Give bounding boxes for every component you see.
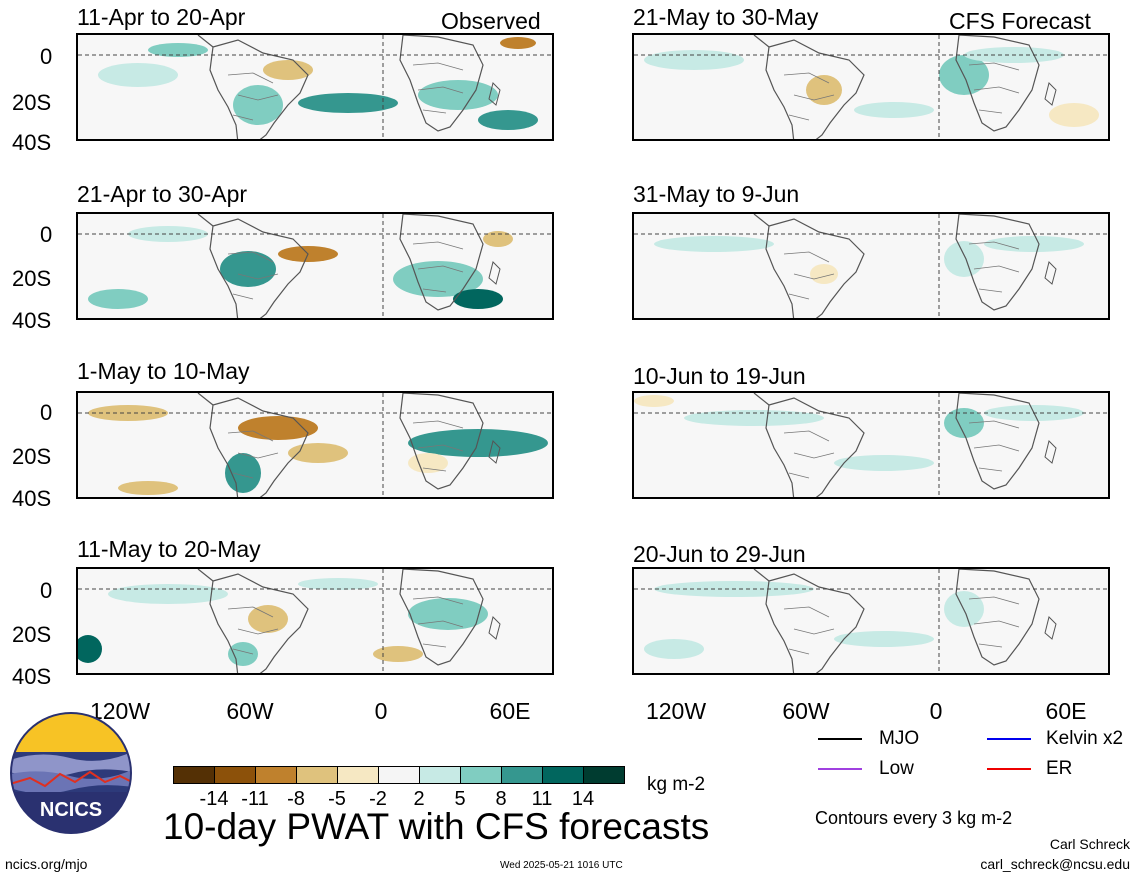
- y-tick-20s-row3: 20S: [12, 444, 52, 469]
- author-name: Carl Schreck: [1049, 836, 1130, 852]
- colorbar-swatch: [214, 766, 256, 784]
- colorbar-swatch: [460, 766, 502, 784]
- colorbar-label: -14: [199, 788, 229, 810]
- x-tick-120w-left: 120W: [89, 698, 151, 724]
- colorbar-label: -5: [328, 788, 346, 810]
- observed-panel-1-title: 11-Apr to 20-Apr: [77, 4, 246, 30]
- observed-map-4: [76, 567, 554, 675]
- colorbar-swatch: [173, 766, 215, 784]
- x-tick-0-right: 0: [929, 698, 943, 724]
- observed-map-1: [76, 33, 554, 141]
- observed-label: Observed: [441, 8, 541, 34]
- colorbar-swatch: [296, 766, 338, 784]
- forecast-map-3: [632, 391, 1110, 499]
- colorbar-label: -2: [369, 788, 387, 810]
- colorbar-swatch: [501, 766, 543, 784]
- colorbar-units: kg m-2: [647, 774, 706, 795]
- timestamp: Wed 2025-05-21 1016 UTC: [500, 860, 623, 871]
- x-tick-120w-right: 120W: [645, 698, 707, 724]
- y-tick-20s-row2: 20S: [12, 266, 52, 291]
- forecast-map-4: [632, 567, 1110, 675]
- y-tick-40s-row1: 40S: [12, 130, 52, 155]
- er-legend-label: ER: [1046, 758, 1073, 779]
- x-tick-60w-left: 60W: [226, 698, 274, 724]
- colorbar-swatch: [583, 766, 625, 784]
- low-legend-line: [818, 768, 862, 770]
- colorbar-label: 8: [495, 788, 507, 810]
- colorbar-label: -8: [287, 788, 305, 810]
- forecast-panel-2-title: 31-May to 9-Jun: [633, 181, 800, 207]
- forecast-label: CFS Forecast: [949, 8, 1091, 34]
- y-tick-40s-row3: 40S: [12, 486, 52, 511]
- colorbar-swatch: [337, 766, 379, 784]
- y-tick-0-row2: 0: [40, 222, 53, 247]
- kelvin-legend-label: Kelvin x2: [1046, 728, 1124, 749]
- author-email: carl_schreck@ncsu.edu: [980, 856, 1130, 872]
- y-tick-0-row4: 0: [40, 578, 53, 603]
- y-tick-20s-row4: 20S: [12, 622, 52, 647]
- forecast-panel-3-title: 10-Jun to 19-Jun: [633, 363, 806, 389]
- site-url: ncics.org/mjo: [5, 856, 88, 872]
- y-tick-40s-row4: 40S: [12, 664, 52, 689]
- contours-note: Contours every 3 kg m-2: [815, 808, 1013, 828]
- ncics-logo: NCICS: [10, 712, 132, 834]
- observed-panel-2-title: 21-Apr to 30-Apr: [77, 181, 248, 207]
- colorbar-swatch: [378, 766, 420, 784]
- observed-panel-3-title: 1-May to 10-May: [77, 358, 250, 384]
- colorbar-label: 11: [531, 788, 553, 810]
- colorbar-swatch: [255, 766, 297, 784]
- observed-map-3: [76, 391, 554, 499]
- y-tick-20s-row1: 20S: [12, 90, 52, 115]
- forecast-panel-1-title: 21-May to 30-May: [633, 4, 819, 30]
- mjo-legend-label: MJO: [879, 728, 920, 749]
- forecast-map-2: [632, 212, 1110, 320]
- observed-map-2: [76, 212, 554, 320]
- y-tick-40s-row2: 40S: [12, 308, 52, 333]
- colorbar-swatch: [542, 766, 584, 784]
- y-tick-0-row3: 0: [40, 400, 53, 425]
- mjo-legend-line: [818, 738, 862, 740]
- colorbar-label: 2: [413, 788, 425, 810]
- low-legend-label: Low: [879, 758, 914, 779]
- colorbar-label: 14: [571, 788, 595, 810]
- x-tick-60e-left: 60E: [489, 698, 531, 724]
- kelvin-legend-line: [987, 738, 1031, 740]
- x-tick-60e-right: 60E: [1045, 698, 1087, 724]
- logo-text: NCICS: [40, 799, 102, 821]
- colorbar-label: 5: [454, 788, 466, 810]
- x-tick-0-left: 0: [374, 698, 388, 724]
- x-tick-60w-right: 60W: [782, 698, 830, 724]
- forecast-panel-4-title: 20-Jun to 29-Jun: [633, 541, 806, 567]
- y-tick-0-row1: 0: [40, 44, 53, 69]
- er-legend-line: [987, 768, 1031, 770]
- observed-panel-4-title: 11-May to 20-May: [77, 536, 261, 562]
- main-title: 10-day PWAT with CFS forecasts: [163, 806, 710, 847]
- colorbar-label: -11: [241, 788, 269, 810]
- colorbar-swatch: [419, 766, 461, 784]
- forecast-map-1: [632, 33, 1110, 141]
